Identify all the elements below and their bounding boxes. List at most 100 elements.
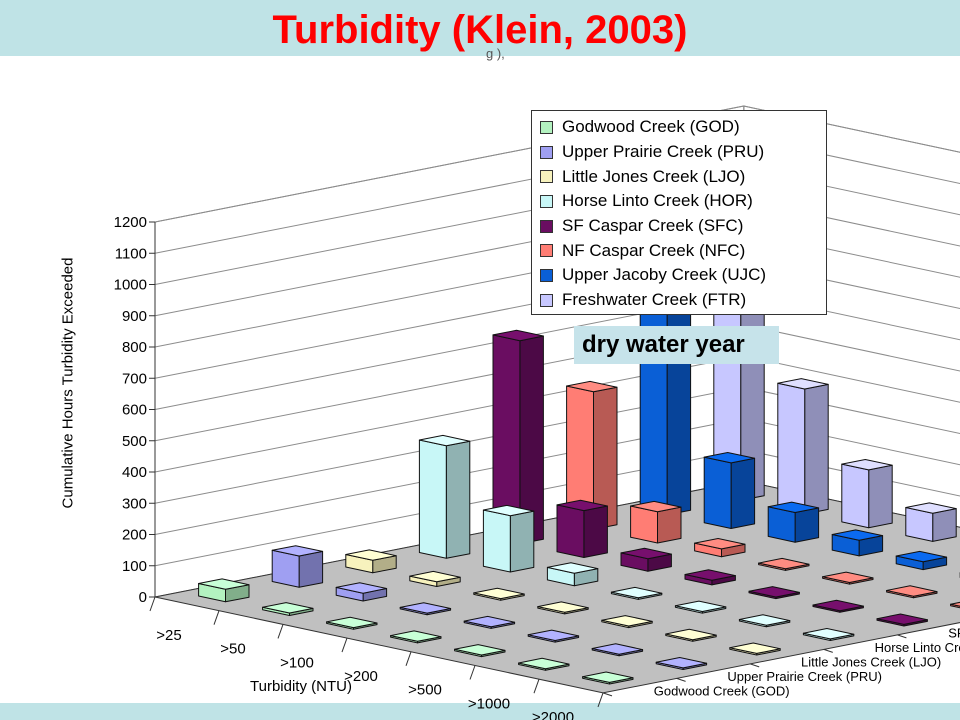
dry-water-year-note: dry water year [574, 326, 779, 364]
depth-tick [676, 677, 686, 682]
bar-face [582, 671, 634, 683]
bar [198, 578, 250, 603]
bar-face [418, 439, 447, 559]
bar [822, 571, 874, 585]
bar-face [335, 582, 388, 594]
y-tick-label: 1100 [115, 245, 147, 262]
bar [527, 629, 580, 643]
bar-face [694, 538, 746, 550]
bar-face [812, 599, 864, 612]
depth-tick [823, 648, 833, 653]
bar [335, 582, 388, 602]
bar-face [905, 502, 957, 514]
series-axis-label: SF Caspar Creek (SFC) [948, 626, 960, 641]
bar-face [841, 459, 893, 471]
bar [758, 557, 810, 571]
bar [463, 615, 516, 629]
bar-face [198, 578, 250, 590]
x-tick [213, 610, 220, 625]
depth-tick [602, 692, 613, 697]
x-tick-label: >50 [220, 641, 245, 658]
bar-face [777, 382, 806, 515]
x-tick [277, 624, 284, 639]
chart-floor [154, 480, 960, 694]
depth-tick [897, 634, 907, 639]
x-tick [533, 679, 540, 694]
bar [454, 644, 506, 658]
bar-face [738, 614, 791, 626]
legend-item: NF Caspar Creek (NFC) [540, 238, 826, 263]
bar [546, 562, 599, 587]
bar-face [895, 550, 948, 563]
bar-face [831, 529, 884, 541]
bar-face [748, 586, 800, 598]
bar [655, 657, 708, 670]
bar [748, 586, 800, 600]
legend-label: Little Jones Creek (LJO) [562, 166, 746, 186]
bar [556, 499, 608, 558]
title-band [0, 0, 960, 56]
bar [895, 550, 948, 571]
bar-face [777, 378, 829, 390]
bar [665, 628, 717, 642]
x-tick [341, 637, 348, 653]
bar-face [950, 601, 960, 607]
legend-item: Horse Linto Creek (HOR) [540, 189, 826, 214]
legend-label: NF Caspar Creek (NFC) [562, 240, 746, 260]
x-tick-label: >25 [156, 627, 181, 644]
bar [409, 570, 461, 587]
legend-swatch [540, 120, 553, 134]
bar [777, 378, 829, 515]
bar [876, 613, 928, 627]
note-text: dry water year [582, 331, 745, 358]
bar-face [655, 657, 708, 669]
bar-face [473, 587, 525, 600]
x-tick [469, 665, 476, 680]
bar [694, 538, 746, 558]
bar-face [758, 557, 810, 570]
bar [482, 504, 535, 573]
chart-legend: Godwood Creek (GOD) Upper Prairie Creek … [531, 110, 827, 315]
bar-face [566, 380, 618, 393]
legend-swatch [540, 219, 553, 233]
bar [399, 602, 452, 616]
legend-swatch [540, 293, 553, 307]
bar [537, 601, 589, 615]
legend-swatch [540, 170, 553, 184]
bar-face [684, 569, 736, 581]
x-tick-label: >100 [280, 654, 314, 671]
bar-face [326, 616, 378, 629]
bar [620, 547, 672, 572]
bar [886, 585, 938, 599]
bar [831, 529, 884, 557]
bar-face [591, 643, 644, 655]
bar [767, 501, 820, 543]
legend-swatch [540, 268, 553, 282]
bar [812, 599, 864, 613]
legend-label: Upper Prairie Creek (PRU) [562, 142, 765, 162]
bar-face [841, 463, 870, 529]
bar-face [610, 586, 663, 599]
legend-item: Upper Prairie Creek (PRU) [540, 140, 826, 165]
x-axis-title: Turbidity (NTU) [250, 678, 352, 695]
bar-face [674, 600, 727, 612]
legend-item: SF Caspar Creek (SFC) [540, 214, 826, 239]
bar [345, 549, 397, 574]
gridline [154, 105, 960, 223]
bar-face [583, 505, 608, 558]
series-axis-label: Upper Prairie Creek (PRU) [727, 669, 882, 684]
bar-face [657, 506, 682, 544]
bar [473, 587, 525, 601]
x-tick [597, 692, 604, 708]
bar-face [409, 570, 461, 583]
bar-face [271, 549, 300, 588]
bar-face [729, 642, 781, 654]
bar-face [556, 504, 585, 558]
bar [703, 452, 756, 529]
bar-face [546, 562, 599, 574]
x-tick-label: >200 [344, 668, 378, 685]
bar-face [527, 629, 580, 641]
legend-label: SF Caspar Creek (SFC) [562, 216, 744, 236]
y-tick-label: 1200 [114, 214, 147, 231]
